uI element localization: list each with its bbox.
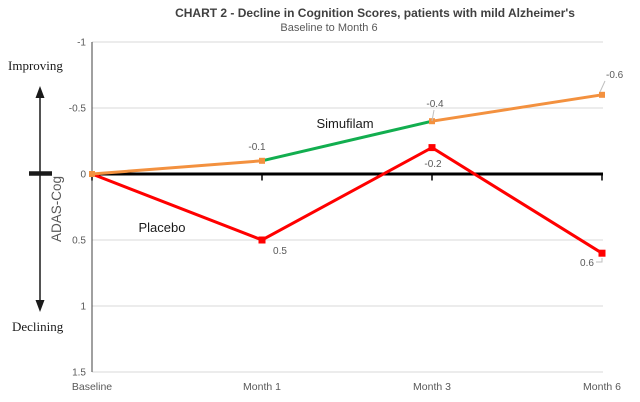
y-tick-label: -1 [77,38,86,49]
improving-label: Improving [8,58,63,73]
x-axis-label: Baseline [72,381,112,393]
data-label: -0.2 [424,159,442,170]
y-tick-label: 1 [80,302,86,313]
y-tick-label: -0.5 [69,104,87,115]
placebo-line [91,145,603,255]
y-tick-label: 0.5 [72,236,86,247]
placebo-marker [428,144,436,152]
placebo-marker [258,236,266,244]
data-label-leader [431,109,435,122]
x-axis-label: Month 3 [413,381,451,393]
simufilam-marker [89,171,95,177]
chart-title: CHART 2 - Decline in Cognition Scores, p… [175,6,575,20]
data-label-leader [596,258,603,263]
x-axis-label: Month 1 [243,381,281,393]
simufilam-marker [259,157,265,164]
y-tick-label: 0 [80,170,86,181]
placebo-marker [598,249,606,257]
x-axis-label: Month 6 [583,381,621,393]
data-label: 0.6 [580,258,594,269]
series-label-placebo: Placebo [139,220,186,235]
series-label-simufilam: Simufilam [316,116,373,131]
plot-area: -1 -0.5 0 0.5 1 1.5 Baseline Month 1 Month 3 Mont… [69,38,624,394]
data-label: -0.6 [606,70,624,81]
data-label: -0.1 [248,142,266,153]
simufilam-segment [261,119,433,163]
arrow-down-icon [35,300,45,312]
improving-declining-arrow [29,86,52,312]
declining-label: Declining [12,319,64,334]
data-label-leader [599,80,606,93]
y-tick-label: 1.5 [72,368,86,379]
simufilam-segment [431,93,603,123]
data-label: 0.5 [273,246,287,257]
y-axis-title: ADAS-Cog [49,176,64,242]
chart-subtitle: Baseline to Month 6 [280,22,377,34]
simufilam-marker [599,91,605,98]
arrow-up-icon [35,86,45,98]
simufilam-marker [429,118,435,125]
simufilam-segment [91,159,263,176]
data-label: -0.4 [426,99,444,110]
